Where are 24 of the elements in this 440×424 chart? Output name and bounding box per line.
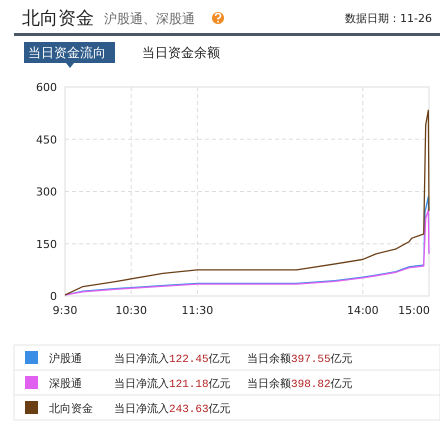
- y-tick-label: 150: [36, 238, 57, 251]
- chart-subtitle: 沪股通、深股通: [104, 11, 195, 27]
- y-tick-label: 300: [36, 186, 57, 198]
- text: 当日资金余额: [142, 46, 220, 61]
- x-tick-label: 15:00: [398, 304, 430, 317]
- legend-label: 沪股通: [49, 352, 82, 365]
- text: 当日资金流向: [28, 45, 106, 61]
- chart-title: 北向资金: [22, 8, 94, 29]
- line-series: [64, 110, 430, 296]
- x-tick-label: 10:30: [115, 304, 148, 317]
- legend-label: 深股通: [49, 377, 82, 390]
- text: 当日净流入121.18亿元: [114, 377, 231, 391]
- text: 当日净流入243.63亿元: [114, 402, 231, 416]
- text: 当日余额398.82亿元: [247, 377, 353, 391]
- text: 数据日期：11-26: [345, 12, 432, 25]
- x-tick-label: 11:30: [182, 304, 214, 317]
- x-tick-label: 9:30: [52, 304, 78, 317]
- y-tick-label: 0: [50, 290, 57, 303]
- legend-label: 北向资金: [49, 402, 93, 415]
- text: 当日余额397.55亿元: [247, 352, 353, 366]
- x-tick-label: 14:00: [346, 304, 379, 317]
- y-tick-label: 600: [36, 81, 57, 94]
- text: 当日净流入122.45亿元: [114, 352, 231, 366]
- y-tick-label: 450: [36, 133, 57, 146]
